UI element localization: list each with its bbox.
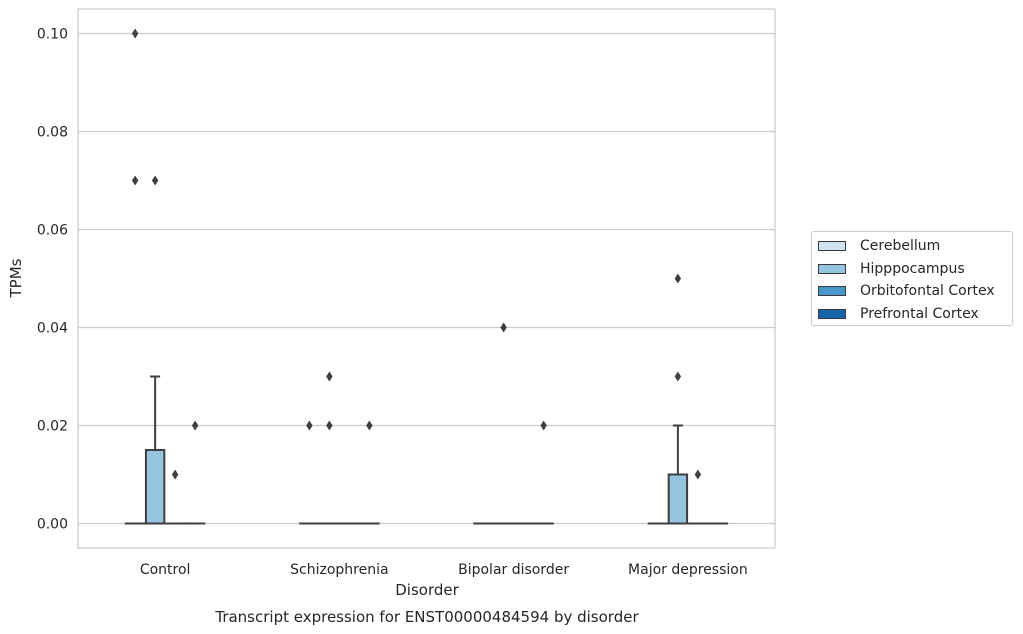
x-tick-label: Major depression <box>628 562 748 578</box>
box <box>359 420 380 525</box>
y-tick-label: 0.02 <box>37 419 68 435</box>
y-tick-labels: 0.00 0.02 0.04 0.06 0.08 0.10 <box>37 27 68 533</box>
outlier-point <box>151 175 159 186</box>
x-axis-label: Disorder <box>395 581 459 599</box>
x-tick-label: Control <box>140 562 191 578</box>
outlier-point <box>366 420 373 431</box>
box <box>687 469 709 525</box>
outlier-point <box>540 420 547 431</box>
x-tick-labels: Control Schizophrenia Bipolar disorder Majo… <box>140 562 748 578</box>
outlier-point <box>500 322 507 333</box>
box <box>299 420 320 525</box>
box <box>319 371 340 525</box>
box <box>533 420 554 525</box>
x-tick-label: Schizophrenia <box>290 562 388 578</box>
outlier-point <box>674 273 682 284</box>
outlier-point <box>326 420 333 431</box>
legend-label: Hipppocampus <box>860 260 965 277</box>
outlier-point <box>171 469 179 480</box>
box-body <box>144 449 166 525</box>
box <box>124 28 146 525</box>
box <box>493 322 514 525</box>
y-tick-label: 0.10 <box>37 27 68 43</box>
y-tick-label: 0.04 <box>37 321 68 337</box>
box <box>144 175 166 525</box>
plot-background <box>77 8 776 549</box>
chart-title: Transcript expression for ENST0000048459… <box>214 608 639 626</box>
legend-swatch <box>818 308 846 319</box>
legend-item: Orbitofontal Cortex <box>818 281 995 301</box>
y-tick-label: 0.08 <box>37 125 68 141</box>
box <box>667 273 689 525</box>
legend-item: Cerebellum <box>818 236 940 256</box>
legend-item: Prefrontal Cortex <box>818 304 979 324</box>
box <box>164 469 186 525</box>
outlier-point <box>306 420 313 431</box>
box-marks <box>124 28 729 525</box>
box-body <box>667 473 689 525</box>
y-tick-label: 0.06 <box>37 223 68 239</box>
outlier-point <box>326 371 333 382</box>
legend-swatch <box>818 241 846 251</box>
outlier-point <box>191 420 199 431</box>
legend-label: Orbitofontal Cortex <box>860 283 995 299</box>
legend-swatch <box>818 286 846 296</box>
outlier-point <box>674 371 682 382</box>
y-tick-label: 0.00 <box>37 517 68 533</box>
legend-label: Cerebellum <box>860 238 941 254</box>
legend-label: Prefrontal Cortex <box>860 305 979 322</box>
outlier-point <box>131 28 139 39</box>
box <box>184 420 206 525</box>
y-axis-label: TPMs <box>7 258 25 298</box>
legend: Cerebellum Hipppocampus Orbitofontal Corte… <box>811 231 1013 326</box>
x-tick-label: Bipolar disorder <box>458 562 569 578</box>
legend-item: Hipppocampus <box>818 259 965 279</box>
legend-swatch <box>818 263 846 274</box>
outlier-point <box>694 469 702 480</box>
outlier-point <box>131 175 139 186</box>
